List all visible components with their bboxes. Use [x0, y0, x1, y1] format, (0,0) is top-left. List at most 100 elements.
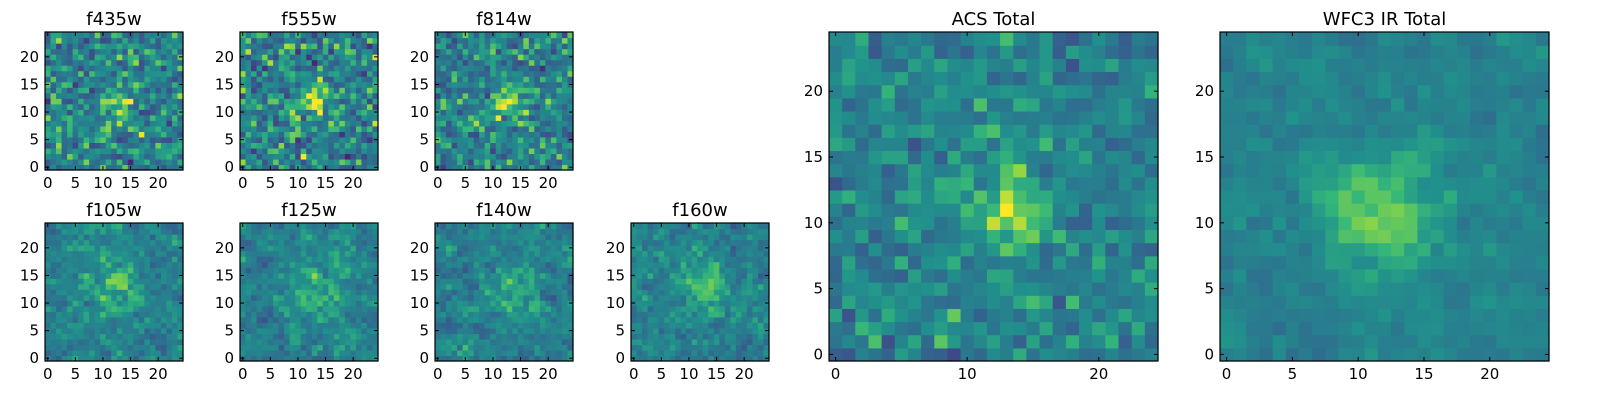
heatmap-cell	[534, 37, 541, 44]
heatmap-cell	[647, 349, 654, 357]
heatmap-cell	[273, 142, 280, 149]
heatmap-cell	[300, 344, 307, 351]
heatmap-cell	[724, 322, 731, 329]
heatmap-cell	[177, 349, 184, 357]
heatmap-cell	[484, 256, 491, 263]
heatmap-cell	[741, 278, 748, 285]
heatmap-cell	[322, 344, 329, 351]
heatmap-cell	[105, 76, 112, 83]
heatmap-cell	[111, 223, 118, 230]
heatmap-cell	[855, 321, 870, 336]
heatmap-cell	[339, 81, 346, 88]
heatmap-cell	[149, 289, 156, 296]
heatmap-cell	[144, 316, 151, 323]
heatmap-cell	[245, 153, 252, 160]
heatmap-cell	[517, 272, 524, 279]
heatmap-cell	[89, 120, 96, 127]
heatmap-cell	[468, 272, 475, 279]
heatmap-cell	[89, 256, 96, 263]
heatmap-cell	[111, 142, 118, 149]
heatmap-cell	[501, 70, 508, 77]
heatmap-cell	[973, 203, 988, 217]
heatmap-cell	[523, 54, 530, 61]
x-tick-label: 20	[539, 174, 558, 192]
heatmap-cell	[339, 136, 346, 143]
heatmap-cell	[295, 234, 302, 241]
heatmap-cell	[1013, 268, 1027, 283]
heatmap-cell	[545, 311, 552, 318]
heatmap-cell	[829, 321, 843, 336]
heatmap-cell	[746, 300, 754, 307]
heatmap-cell	[300, 333, 307, 340]
heatmap-cell	[490, 142, 497, 149]
heatmap-cell	[752, 294, 759, 301]
heatmap-cell	[100, 327, 107, 334]
heatmap-cell	[306, 338, 313, 346]
heatmap-cell	[262, 120, 269, 127]
heatmap-cell	[350, 344, 357, 351]
heatmap-cell	[171, 109, 179, 116]
heatmap-cell	[267, 250, 274, 257]
heatmap-cell	[83, 114, 90, 121]
heatmap-cell	[328, 228, 335, 235]
heatmap-cell	[435, 316, 442, 323]
heatmap-cell	[512, 32, 519, 39]
heatmap-cell	[67, 234, 74, 241]
heatmap-cell	[528, 228, 535, 235]
heatmap-cell	[680, 250, 687, 257]
heatmap-cell	[702, 344, 709, 351]
heatmap-cell	[539, 261, 546, 268]
heatmap-cell	[567, 120, 574, 127]
heatmap-cell	[78, 245, 85, 252]
heatmap-cell	[240, 92, 247, 99]
heatmap-cell	[468, 316, 475, 323]
heatmap-cell	[56, 278, 63, 285]
heatmap-cell	[462, 158, 469, 166]
heatmap-cell	[1039, 176, 1054, 191]
heatmap-cell	[686, 349, 693, 357]
heatmap-cell	[550, 267, 558, 274]
heatmap-cell	[490, 114, 497, 121]
heatmap-cell	[350, 316, 357, 323]
heatmap-cell	[642, 278, 649, 285]
heatmap-cell	[567, 158, 574, 166]
heatmap-cell	[658, 305, 665, 312]
heatmap-cell	[240, 322, 247, 329]
heatmap-cell	[155, 87, 162, 94]
heatmap-cell	[361, 98, 368, 105]
heatmap-cell	[355, 87, 363, 94]
heatmap-cell	[636, 234, 643, 241]
heatmap-cell	[545, 239, 552, 246]
heatmap-cell	[451, 76, 458, 83]
heatmap-cell	[317, 147, 324, 155]
heatmap-cell	[686, 322, 693, 329]
heatmap-cell	[501, 250, 508, 257]
heatmap-cell	[83, 349, 90, 357]
heatmap-cell	[691, 250, 698, 257]
heatmap-cell	[1026, 282, 1041, 296]
heatmap-cell	[122, 48, 129, 55]
heatmap-cell	[89, 109, 96, 116]
heatmap-cell	[171, 311, 179, 318]
heatmap-cell	[462, 136, 469, 143]
heatmap-cell	[273, 333, 280, 340]
heatmap-cell	[534, 103, 541, 110]
heatmap-cell	[713, 311, 720, 318]
heatmap-cell	[78, 109, 85, 116]
heatmap-cell	[757, 283, 765, 290]
heatmap-cell	[894, 229, 909, 244]
heatmap-cell	[133, 98, 140, 105]
heatmap-cell	[100, 245, 107, 252]
heatmap-cell	[561, 125, 569, 132]
heatmap-cell	[111, 37, 118, 44]
heatmap-cell	[730, 344, 737, 351]
heatmap-cell	[78, 98, 85, 105]
heatmap-cell	[339, 349, 346, 357]
y-tick-label: 5	[224, 131, 234, 149]
heatmap-cell	[328, 267, 335, 274]
heatmap-cell	[534, 81, 541, 88]
heatmap-cell	[105, 81, 112, 88]
heatmap-cell	[61, 120, 68, 127]
heatmap-cell	[435, 322, 442, 329]
heatmap-cell	[479, 158, 486, 166]
